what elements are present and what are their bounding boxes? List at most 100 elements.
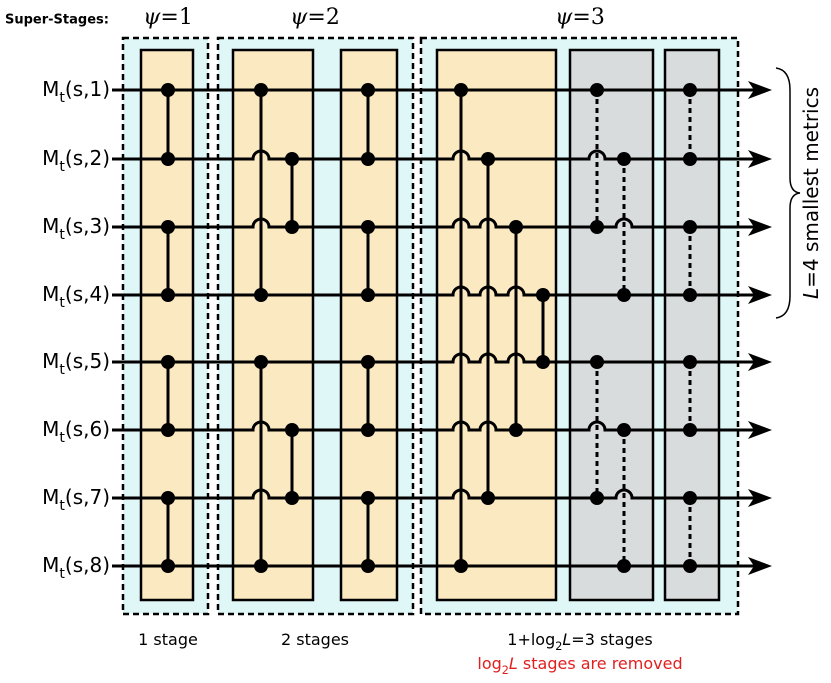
super-stage-label-part: =1: [160, 5, 192, 30]
compare-node: [683, 559, 697, 573]
compare-node: [254, 355, 268, 369]
compare-node: [285, 423, 299, 437]
super-stage-label-part: =2: [307, 5, 339, 30]
row-label-part: M: [42, 485, 59, 509]
arrowhead: [748, 489, 772, 507]
row-label-part: (s,7): [65, 485, 110, 509]
compare-node: [590, 220, 604, 234]
stage-caption-part: L: [562, 630, 571, 649]
row-label: Mt(s,1): [42, 77, 110, 107]
compare-node: [361, 355, 375, 369]
arrowhead: [748, 421, 772, 439]
removed-note-part: stages are removed: [518, 654, 683, 673]
compare-node: [361, 220, 375, 234]
compare-node: [285, 220, 299, 234]
compare-node: [161, 152, 175, 166]
compare-node: [254, 559, 268, 573]
row-label: Mt(s,7): [42, 485, 110, 515]
compare-node: [617, 152, 631, 166]
row-label-part: (s,6): [65, 417, 110, 441]
row-label: Mt(s,8): [42, 553, 110, 583]
row-label-part: M: [42, 417, 59, 441]
compare-node: [161, 355, 175, 369]
row-label-part: (s,2): [65, 146, 110, 170]
compare-node: [454, 559, 468, 573]
super-stage-label-part: ψ: [290, 5, 308, 30]
row-label: Mt(s,3): [42, 214, 110, 244]
stage-caption-part: 1+log: [507, 630, 555, 649]
row-label: Mt(s,5): [42, 349, 110, 379]
compare-node: [361, 559, 375, 573]
compare-node: [683, 152, 697, 166]
compare-node: [536, 288, 550, 302]
arrowhead: [748, 218, 772, 236]
stage-caption: 1 stage: [138, 630, 198, 649]
compare-node: [161, 83, 175, 97]
row-label-part: t: [59, 362, 65, 378]
row-label-part: t: [59, 498, 65, 514]
compare-node: [683, 423, 697, 437]
compare-node: [683, 220, 697, 234]
compare-node: [361, 423, 375, 437]
row-label-part: t: [59, 430, 65, 446]
compare-node: [590, 83, 604, 97]
compare-node: [161, 220, 175, 234]
row-label-part: M: [42, 553, 59, 577]
side-note-part: L: [799, 288, 823, 299]
row-label-part: (s,3): [65, 214, 110, 238]
stage-caption: 1+log2L=3 stages: [507, 630, 652, 653]
super-stage-label-part: ψ: [143, 5, 161, 30]
row-label-part: M: [42, 349, 59, 373]
row-label-part: M: [42, 77, 59, 101]
stage-caption-part: 1 stage: [138, 630, 198, 649]
compare-node: [481, 152, 495, 166]
compare-node: [361, 491, 375, 505]
compare-node: [617, 288, 631, 302]
compare-node: [361, 152, 375, 166]
compare-node: [683, 83, 697, 97]
compare-node: [254, 83, 268, 97]
stage-caption-part: 2: [555, 640, 562, 653]
header-label: Super-Stages:: [5, 13, 109, 28]
super-stage-label-part: =3: [572, 5, 604, 30]
removed-stage-box: [663, 48, 721, 602]
side-note-part: =4 smallest metrics: [799, 87, 823, 288]
compare-node: [161, 559, 175, 573]
compare-node: [361, 288, 375, 302]
compare-node: [161, 491, 175, 505]
row-label-part: (s,1): [65, 77, 110, 101]
row-label-part: t: [59, 90, 65, 106]
row-label-part: (s,5): [65, 349, 110, 373]
arrowhead: [748, 353, 772, 371]
row-label: Mt(s,2): [42, 146, 110, 176]
compare-node: [536, 355, 550, 369]
compare-node: [454, 83, 468, 97]
stage-caption-part: =3 stages: [571, 630, 652, 649]
compare-node: [285, 152, 299, 166]
compare-node: [590, 491, 604, 505]
stage-box: [231, 48, 315, 602]
compare-node: [617, 559, 631, 573]
stage-caption-part: 2 stages: [281, 630, 349, 649]
row-label-part: M: [42, 214, 59, 238]
compare-node: [683, 355, 697, 369]
removed-stage-box: [568, 48, 655, 602]
row-label-part: t: [59, 227, 65, 243]
compare-node: [509, 423, 523, 437]
removed-note-part: L: [509, 654, 518, 673]
side-note: L=4 smallest metrics: [799, 87, 823, 299]
compare-node: [161, 288, 175, 302]
compare-node: [590, 355, 604, 369]
super-stage-label: ψ=3: [555, 5, 605, 30]
compare-node: [509, 220, 523, 234]
row-label-part: t: [59, 566, 65, 582]
row-label-part: (s,4): [65, 282, 110, 306]
compare-node: [254, 288, 268, 302]
arrowhead: [748, 150, 772, 168]
arrowhead: [748, 81, 772, 99]
removed-note-part: 2: [502, 664, 509, 677]
row-label-part: t: [59, 295, 65, 311]
stage-box: [435, 48, 558, 602]
signal-line: [112, 217, 755, 229]
brace: [775, 67, 801, 319]
